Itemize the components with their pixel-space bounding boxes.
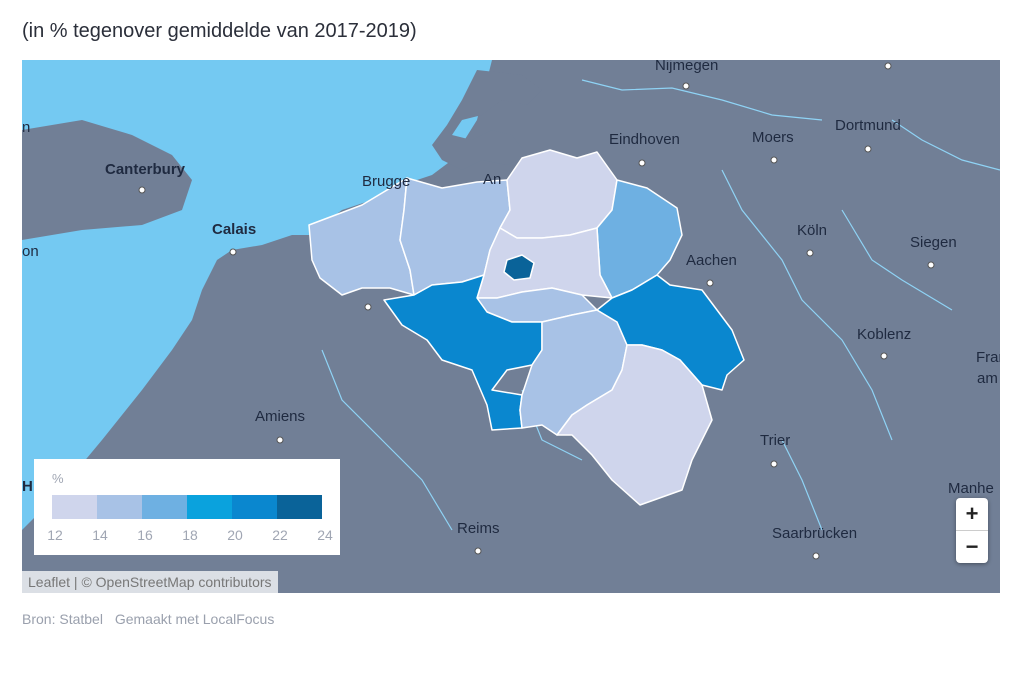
city-label: Siegen bbox=[910, 234, 957, 251]
map-container[interactable]: Nijmegen Eindhoven Moers Dortmund Canter… bbox=[22, 60, 1000, 593]
legend-tick: 24 bbox=[317, 527, 333, 543]
city-label: Fran bbox=[976, 349, 1000, 366]
legend-tick: 20 bbox=[227, 527, 243, 543]
map-canvas[interactable]: Nijmegen Eindhoven Moers Dortmund Canter… bbox=[22, 60, 1000, 593]
legend-tick: 18 bbox=[182, 527, 198, 543]
province-hainaut[interactable] bbox=[383, 274, 543, 431]
map-attribution[interactable]: Leaflet | © OpenStreetMap contributors bbox=[22, 571, 278, 593]
source-text: Bron: Statbel bbox=[22, 611, 103, 627]
city-label: Manhe bbox=[948, 480, 994, 497]
province-flemish-brabant[interactable] bbox=[476, 227, 613, 299]
city-label: Saarbrücken bbox=[772, 525, 857, 542]
river bbox=[321, 79, 1000, 531]
city-label: Aachen bbox=[686, 252, 737, 269]
legend-tick: 12 bbox=[47, 527, 63, 543]
zoom-in-button[interactable]: + bbox=[956, 498, 988, 531]
legend-swatch bbox=[187, 495, 232, 519]
legend-tick: 16 bbox=[137, 527, 153, 543]
belgium-provinces bbox=[308, 149, 745, 506]
city-label: Eindhoven bbox=[609, 131, 680, 148]
city-label: Brugge bbox=[362, 173, 410, 190]
zeeland-land bbox=[432, 70, 542, 170]
city-label: n bbox=[22, 119, 30, 136]
legend-tick: 14 bbox=[92, 527, 108, 543]
city-label: Moers bbox=[752, 129, 794, 146]
legend-ticks: 12 14 16 18 20 22 24 bbox=[40, 527, 340, 545]
legend-unit: % bbox=[52, 471, 64, 486]
zoom-out-button[interactable]: − bbox=[965, 534, 979, 559]
city-label: Calais bbox=[212, 221, 256, 238]
city-label: An bbox=[483, 171, 501, 188]
legend-color-bar bbox=[52, 495, 322, 519]
made-with-link[interactable]: Gemaakt met LocalFocus bbox=[114, 611, 275, 627]
city-label: H bbox=[22, 478, 33, 495]
province-brussels[interactable] bbox=[503, 254, 535, 281]
legend: % 12 14 16 18 20 22 24 bbox=[34, 459, 340, 555]
city-label: Dortmund bbox=[835, 117, 901, 134]
city-label: Köln bbox=[797, 222, 827, 239]
city-label: Amiens bbox=[255, 408, 305, 425]
city-label: Trier bbox=[760, 432, 790, 449]
legend-swatch bbox=[97, 495, 142, 519]
legend-swatch bbox=[52, 495, 97, 519]
city-label: Nijmegen bbox=[655, 60, 718, 74]
city-labels: Nijmegen Eindhoven Moers Dortmund Canter… bbox=[22, 60, 1000, 542]
city-label: Canterbury bbox=[105, 161, 186, 178]
legend-swatch bbox=[142, 495, 187, 519]
city-label: am bbox=[977, 370, 998, 387]
zoom-control: + − bbox=[956, 498, 988, 563]
city-label: on bbox=[22, 243, 39, 260]
province-luxembourg[interactable] bbox=[556, 344, 713, 506]
source-line: Bron: Statbel Gemaakt met LocalFocus bbox=[22, 611, 282, 627]
city-dots bbox=[138, 62, 935, 560]
england-land bbox=[22, 120, 192, 240]
legend-swatch bbox=[232, 495, 277, 519]
legend-swatch bbox=[277, 495, 322, 519]
map-subtitle: (in % tegenover gemiddelde van 2017-2019… bbox=[22, 20, 417, 42]
legend-tick: 22 bbox=[272, 527, 288, 543]
city-label: Reims bbox=[457, 520, 500, 537]
city-label: Koblenz bbox=[857, 326, 911, 343]
